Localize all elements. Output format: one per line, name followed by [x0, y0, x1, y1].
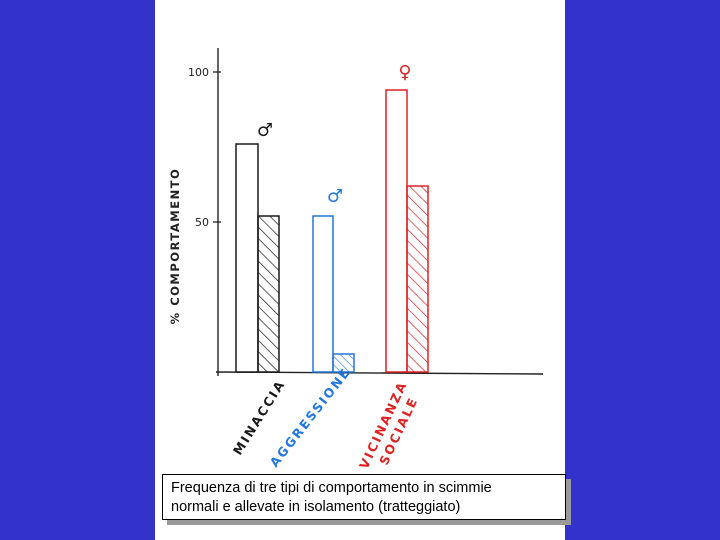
sex-symbol-icon: ♂	[257, 120, 273, 141]
sex-symbol-icon: ♀	[398, 62, 411, 83]
caption-line-1: Frequenza di tre tipi di comportamento i…	[171, 480, 492, 496]
bar-normal-minaccia	[235, 143, 259, 373]
y-tick-label: 100	[188, 66, 209, 79]
bar-isolated-aggressione	[332, 353, 355, 373]
slide-panel	[155, 0, 565, 540]
y-axis-label: % COMPORTAMENTO	[168, 168, 182, 325]
bar-isolated-vicinanza-sociale	[406, 185, 429, 373]
slide-caption: Frequenza di tre tipi di comportamento i…	[162, 474, 566, 520]
axes: 50 100 % COMPORTAMENTO	[168, 48, 544, 376]
caption-line-2: normali e allevate in isolamento (tratte…	[171, 499, 461, 515]
bar-isolated-minaccia	[257, 215, 280, 373]
bar-normal-aggressione	[312, 215, 334, 373]
bar-chart: 50 100 % COMPORTAMENTO ♂ ♂ ♀ MINACCIAAGGRESS…	[168, 48, 544, 470]
bars: ♂ ♂ ♀	[235, 62, 429, 373]
y-tick-label: 50	[195, 216, 209, 229]
sex-symbol-icon: ♂	[327, 186, 343, 207]
bar-normal-vicinanza-sociale	[385, 89, 408, 373]
